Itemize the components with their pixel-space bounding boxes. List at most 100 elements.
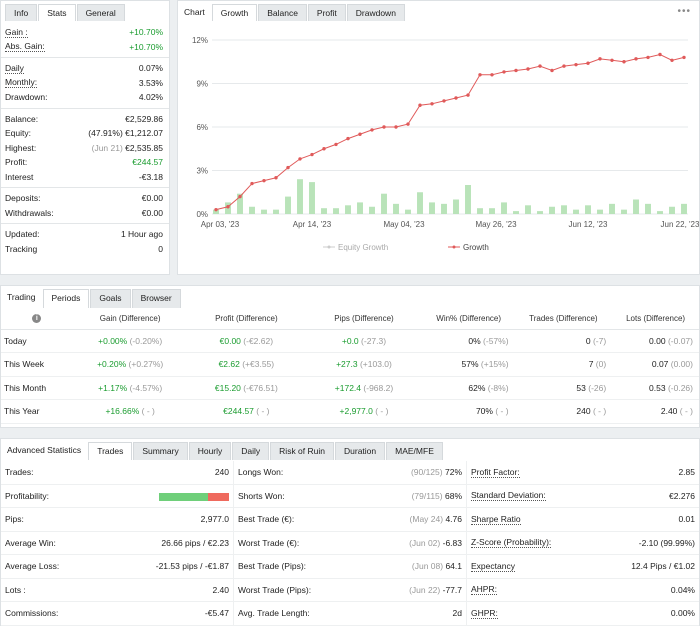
tab-duration[interactable]: Duration [335, 442, 386, 460]
stat-value: 0.01 [678, 514, 695, 525]
abs-gain-row: Abs. Gain: +10.70% [1, 40, 169, 55]
growth-point [238, 194, 242, 199]
stat-value-group: 240 [215, 467, 229, 477]
stat-value: 2,977.0 [200, 514, 229, 525]
tab-periods[interactable]: Periods [42, 289, 90, 308]
period-pips: +27.3 [336, 359, 358, 370]
abs-gain-label[interactable]: Abs. Gain: [5, 41, 45, 53]
growth-point [298, 157, 302, 161]
bar [525, 205, 531, 214]
more-menu-icon[interactable]: ••• [677, 6, 691, 17]
period-trades-cell: 0 (-7) [514, 329, 613, 353]
stat-value-group: (Jun 02) -6.83 [409, 538, 462, 548]
stat-value: 0.04% [670, 584, 695, 595]
stat-value-group: 0.00% [671, 608, 695, 618]
stat-value: 2d [452, 608, 462, 619]
deposits-label: Deposits: [5, 193, 41, 204]
stat-row: Worst Trade (€): (Jun 02) -6.83 [234, 532, 466, 555]
period-trades-cell: 7 (0) [514, 352, 613, 377]
growth-point [598, 57, 602, 61]
tab-daily[interactable]: Daily [232, 442, 270, 460]
period-profit-difference: (+€3.55) [242, 359, 275, 370]
periods-panel: Trading Periods Goals Browser i Gain (Di… [0, 285, 700, 428]
stat-label[interactable]: GHPR: [471, 607, 498, 619]
stat-value: 12.4 Pips / €1.02 [631, 561, 695, 572]
daily-label[interactable]: Daily [5, 62, 24, 74]
tab-risk-of-ruin[interactable]: Risk of Ruin [270, 442, 334, 460]
period-trades: 0 [585, 335, 591, 346]
stat-value: 64.1 [445, 561, 462, 572]
tab-profit[interactable]: Profit [307, 4, 346, 21]
tab-trades[interactable]: Trades [88, 442, 133, 460]
bar [441, 203, 447, 214]
info-icon[interactable]: i [1, 308, 73, 330]
bar [453, 199, 459, 214]
monthly-label[interactable]: Monthly: [5, 77, 38, 89]
stat-value: €2.276 [669, 490, 695, 501]
gain-label[interactable]: Gain : [5, 26, 28, 38]
bar [669, 206, 675, 214]
header-gain: Gain (Difference) [72, 308, 188, 330]
period-trades-difference: ( - ) [592, 406, 607, 417]
tab-goals[interactable]: Goals [90, 289, 131, 308]
tab-general[interactable]: General [76, 4, 125, 21]
period-name: This Week [1, 352, 73, 377]
period-lots-cell: 0.53 (-0.26) [612, 376, 699, 400]
tab-drawdown[interactable]: Drawdown [346, 4, 405, 21]
bar [585, 205, 591, 214]
period-pips: +172.4 [334, 382, 362, 393]
monthly-row: Monthly: 3.53% [1, 76, 169, 91]
growth-point [682, 55, 686, 60]
drawdown-value: 4.02% [138, 92, 163, 103]
tab-hourly[interactable]: Hourly [188, 442, 232, 460]
withdrawals-label: Withdrawals: [5, 207, 54, 218]
periods-table: i Gain (Difference) Profit (Difference) … [1, 308, 699, 424]
x-tick-label: Apr 14, '23 [293, 220, 332, 229]
period-pips-difference: (-27.3) [361, 335, 387, 346]
period-lots: 2.40 [660, 406, 678, 417]
growth-point [490, 73, 494, 77]
stat-label: Longs Won: [238, 467, 284, 478]
stat-label[interactable]: AHPR: [471, 584, 497, 596]
growth-point [334, 142, 338, 147]
tab-summary[interactable]: Summary [133, 442, 188, 460]
stat-label[interactable]: Profit Factor: [471, 466, 520, 478]
tab-stats[interactable]: Stats [38, 4, 76, 21]
tab-browser[interactable]: Browser [131, 289, 181, 308]
advanced-tabs: Advanced Statistics Trades Summary Hourl… [1, 439, 699, 460]
advanced-title: Advanced Statistics [7, 445, 82, 455]
stat-value: -21.53 pips / -€1.87 [155, 561, 229, 572]
period-pips: +2,977.0 [339, 406, 373, 417]
header-trades: Trades (Difference) [514, 308, 613, 330]
stat-label[interactable]: Standard Deviation: [471, 490, 546, 502]
growth-point [574, 62, 578, 67]
divider [1, 57, 169, 58]
period-gain-cell: +16.66% ( - ) [72, 399, 188, 424]
period-lots-cell: 0.00 (-0.07) [612, 329, 699, 353]
period-win-difference: (+15%) [480, 359, 509, 370]
stat-value: -6.83 [442, 537, 462, 548]
tab-mae-mfe[interactable]: MAE/MFE [386, 442, 443, 460]
bar [597, 209, 603, 214]
stat-label[interactable]: Sharpe Ratio [471, 513, 521, 525]
period-name: Today [1, 329, 73, 353]
bar [465, 185, 471, 214]
growth-point [658, 52, 662, 57]
stat-value: 4.76 [445, 514, 462, 525]
period-lots-difference: (0.00) [670, 359, 693, 370]
stat-row: Best Trade (Pips): (Jun 08) 64.1 [234, 555, 466, 579]
period-win-difference: ( - ) [495, 406, 509, 417]
growth-point [382, 125, 386, 129]
period-gain: +0.00% [98, 335, 128, 346]
growth-point [622, 60, 626, 64]
tab-info[interactable]: Info [5, 4, 38, 21]
bar [297, 179, 303, 214]
period-trades-cell: 53 (-26) [514, 376, 613, 400]
stat-value-group: 2d [453, 608, 462, 618]
tab-balance[interactable]: Balance [258, 4, 307, 21]
stat-label[interactable]: Z-Score (Probability): [471, 537, 552, 549]
stat-label[interactable]: Expectancy [471, 560, 515, 572]
bar [285, 196, 291, 214]
tab-growth[interactable]: Growth [211, 4, 258, 21]
balance-label: Balance: [5, 113, 39, 124]
